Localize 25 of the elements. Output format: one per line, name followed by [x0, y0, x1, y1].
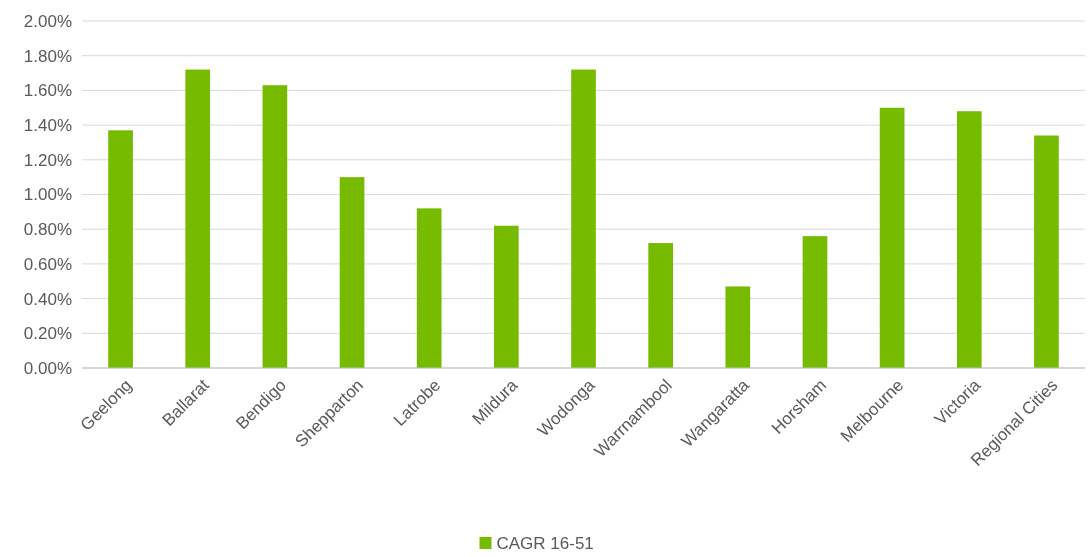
bar — [108, 130, 133, 368]
bar — [802, 236, 828, 368]
y-tick-label: 0.00% — [23, 358, 72, 378]
bar — [185, 69, 211, 368]
bar — [262, 85, 288, 368]
bar — [494, 225, 519, 368]
bar — [879, 107, 905, 368]
y-tick-label: 0.20% — [23, 324, 72, 344]
y-tick-label: 0.40% — [23, 289, 72, 309]
y-tick-label: 1.40% — [23, 116, 72, 136]
y-tick-label: 0.60% — [23, 254, 72, 274]
bar — [648, 243, 673, 368]
bar — [416, 208, 442, 368]
y-tick-label: 1.80% — [23, 46, 72, 66]
y-tick-label: 0.80% — [23, 220, 72, 240]
bar — [956, 111, 982, 368]
bar — [725, 286, 751, 368]
legend-label: CAGR 16-51 — [496, 533, 594, 553]
y-tick-label: 1.00% — [23, 185, 72, 205]
y-tick-label: 2.00% — [23, 11, 72, 31]
bar — [571, 69, 596, 368]
bar — [1034, 135, 1059, 368]
y-tick-label: 1.20% — [23, 150, 72, 170]
bar — [339, 177, 365, 368]
y-tick-label: 1.60% — [23, 81, 72, 101]
